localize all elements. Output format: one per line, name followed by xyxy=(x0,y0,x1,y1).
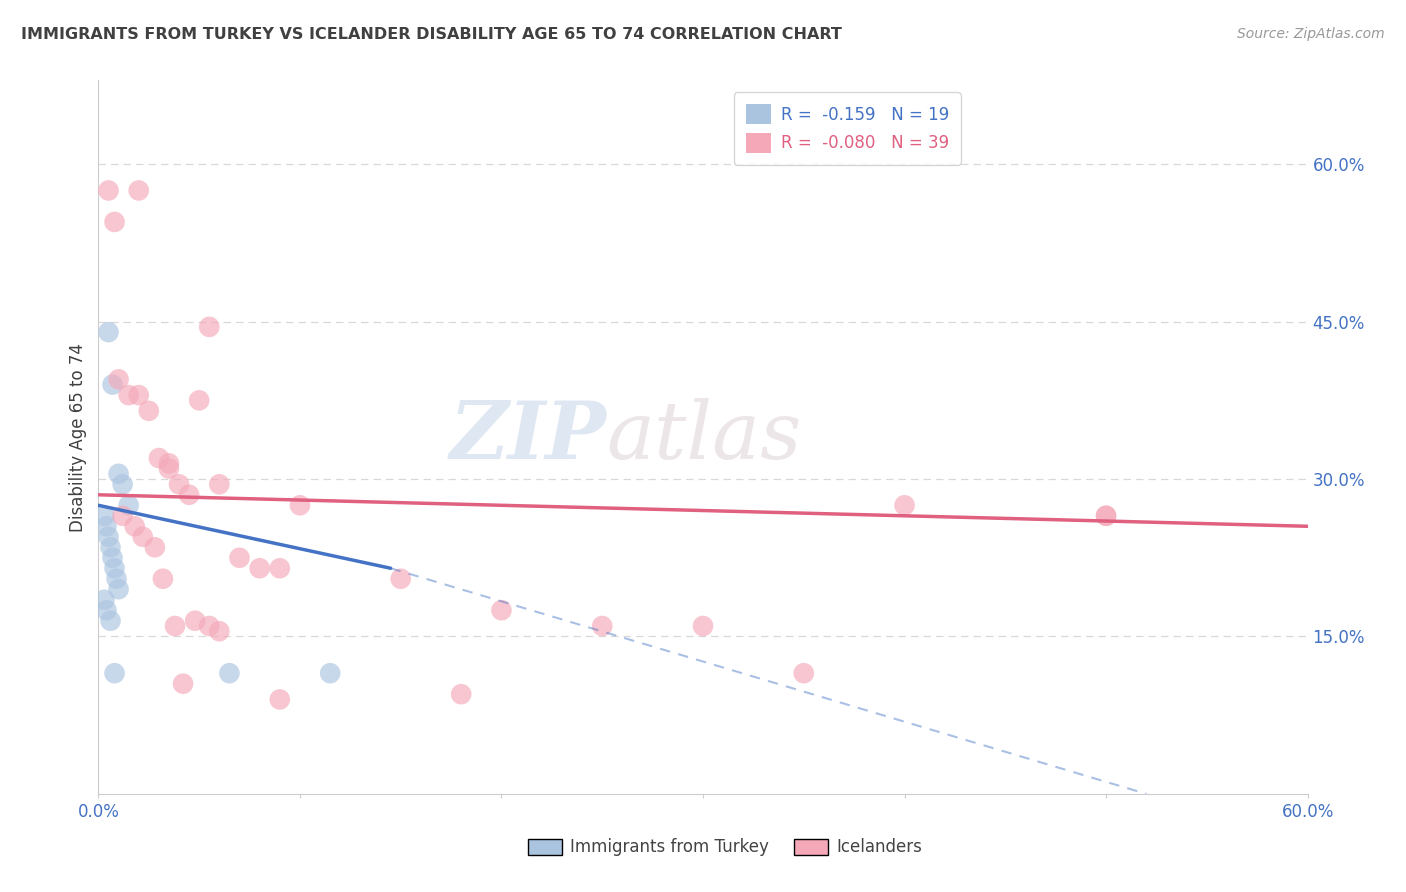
Point xyxy=(450,687,472,701)
Point xyxy=(132,530,155,544)
FancyBboxPatch shape xyxy=(793,838,828,855)
Text: IMMIGRANTS FROM TURKEY VS ICELANDER DISABILITY AGE 65 TO 74 CORRELATION CHART: IMMIGRANTS FROM TURKEY VS ICELANDER DISA… xyxy=(21,27,842,42)
Point xyxy=(893,498,915,512)
Point xyxy=(228,550,250,565)
Point xyxy=(96,603,118,617)
Point xyxy=(93,592,115,607)
Point xyxy=(128,388,150,402)
Point xyxy=(188,393,211,408)
Point xyxy=(103,561,125,575)
Point xyxy=(218,666,240,681)
Point xyxy=(184,614,207,628)
Point xyxy=(107,582,129,597)
Point xyxy=(107,467,129,481)
Point xyxy=(152,572,174,586)
Point xyxy=(124,519,146,533)
Point xyxy=(167,477,190,491)
Point xyxy=(105,572,128,586)
Point xyxy=(107,372,129,386)
Point xyxy=(198,319,221,334)
Legend: R =  -0.159   N = 19, R =  -0.080   N = 39: R = -0.159 N = 19, R = -0.080 N = 39 xyxy=(734,92,960,164)
Point xyxy=(143,541,166,555)
Point xyxy=(198,619,221,633)
Point xyxy=(269,692,291,706)
Point xyxy=(138,404,160,418)
Point xyxy=(249,561,271,575)
Point xyxy=(93,508,115,523)
Point xyxy=(100,541,122,555)
Point xyxy=(389,572,412,586)
Point xyxy=(111,477,134,491)
Point xyxy=(269,561,291,575)
FancyBboxPatch shape xyxy=(527,838,561,855)
Point xyxy=(692,619,714,633)
Point xyxy=(101,377,124,392)
Point xyxy=(97,530,120,544)
Point xyxy=(793,666,815,681)
Point xyxy=(288,498,311,512)
Point xyxy=(1095,508,1118,523)
Point xyxy=(118,498,141,512)
Text: ZIP: ZIP xyxy=(450,399,606,475)
Point xyxy=(101,550,124,565)
Point xyxy=(208,477,231,491)
Point xyxy=(157,461,180,475)
Point xyxy=(118,388,141,402)
Text: Source: ZipAtlas.com: Source: ZipAtlas.com xyxy=(1237,27,1385,41)
Y-axis label: Disability Age 65 to 74: Disability Age 65 to 74 xyxy=(69,343,87,532)
Point xyxy=(163,619,186,633)
Point xyxy=(591,619,613,633)
Point xyxy=(96,519,118,533)
Point xyxy=(128,184,150,198)
Point xyxy=(491,603,513,617)
Text: Icelanders: Icelanders xyxy=(837,838,922,855)
Point xyxy=(157,456,180,470)
Point xyxy=(208,624,231,639)
Point xyxy=(179,488,201,502)
Point xyxy=(103,666,125,681)
Point xyxy=(148,451,170,466)
Text: Immigrants from Turkey: Immigrants from Turkey xyxy=(569,838,769,855)
Point xyxy=(319,666,342,681)
Text: atlas: atlas xyxy=(606,399,801,475)
Point xyxy=(1095,508,1118,523)
Point xyxy=(172,676,194,690)
Point xyxy=(97,184,120,198)
Point xyxy=(100,614,122,628)
Point xyxy=(103,215,125,229)
Point xyxy=(97,325,120,339)
Point xyxy=(111,508,134,523)
